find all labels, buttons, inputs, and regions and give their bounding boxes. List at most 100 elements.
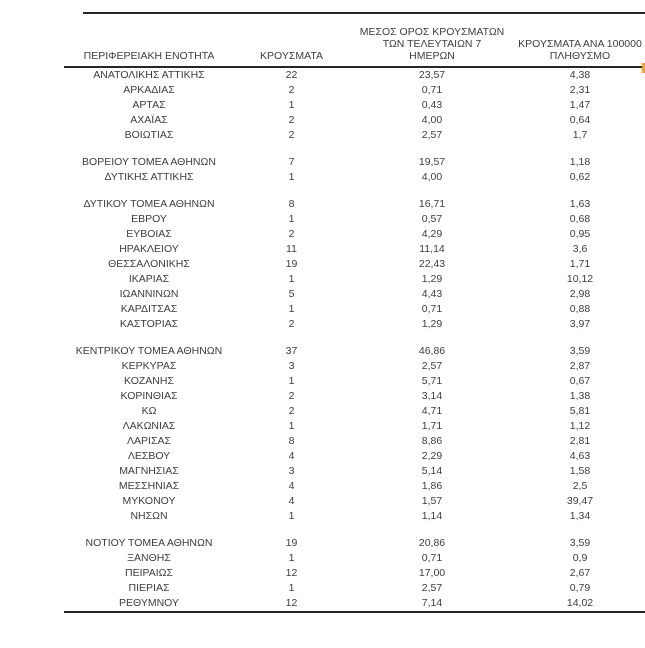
table-row: ΛΑΡΙΣΑΣ 8 8,86 2,81 xyxy=(64,434,645,449)
cases-cell: 3 xyxy=(288,360,295,372)
table-row: ΡΕΘΥΜΝΟΥ 12 7,14 14,02 xyxy=(64,596,645,613)
cases-cell: 3 xyxy=(288,465,295,477)
cases-cell: 1 xyxy=(288,99,295,111)
region-cell: ΚΟΖΑΝΗΣ xyxy=(124,375,174,387)
per100k-cell: 2,98 xyxy=(569,288,591,300)
cases-cell: 1 xyxy=(288,552,295,564)
table-row: ΜΥΚΟΝΟΥ 4 1,57 39,47 xyxy=(64,494,645,509)
cases-cell: 2 xyxy=(288,390,295,402)
cases-cell: 12 xyxy=(285,567,298,579)
cases-cell: 37 xyxy=(285,345,298,357)
region-cell: ΚΟΡΙΝΘΙΑΣ xyxy=(120,390,178,402)
per100k-cell: 0,95 xyxy=(569,228,591,240)
avg7-cell: 0,43 xyxy=(421,99,443,111)
per100k-cell: 1,7 xyxy=(572,129,588,141)
region-cell: ΝΗΣΩΝ xyxy=(130,510,168,522)
avg7-cell: 0,71 xyxy=(421,552,443,564)
per100k-cell: 1,63 xyxy=(569,198,591,210)
column-header-region-label: ΠΕΡΙΦΕΡΕΙΑΚΗ ΕΝΟΤΗΤΑ xyxy=(83,50,215,62)
table-row: ΚΕΡΚΥΡΑΣ 3 2,57 2,87 xyxy=(64,359,645,374)
spacer-cell xyxy=(349,143,515,155)
column-header-per100k-line1: ΚΡΟΥΣΜΑΤΑ ΑΝΑ 100000 xyxy=(518,38,642,50)
table-row: ΒΟΡΕΙΟΥ ΤΟΜΕΑ ΑΘΗΝΩΝ 7 19,57 1,18 xyxy=(64,155,645,170)
region-cell: ΙΩΑΝΝΙΝΩΝ xyxy=(119,288,179,300)
per100k-cell: 1,18 xyxy=(569,156,591,168)
avg7-cell: 4,43 xyxy=(421,288,443,300)
table-row: ΙΩΑΝΝΙΝΩΝ 5 4,43 2,98 xyxy=(64,287,645,302)
table-row: ΗΡΑΚΛΕΙΟΥ 11 11,14 3,6 xyxy=(64,242,645,257)
avg7-cell: 46,86 xyxy=(418,345,446,357)
column-header-per100k: ΚΡΟΥΣΜΑΤΑ ΑΝΑ 100000 ΠΛΗΘΥΣΜΟ xyxy=(515,14,645,68)
region-cell: ΞΑΝΘΗΣ xyxy=(127,552,171,564)
region-cell: ΕΥΒΟΙΑΣ xyxy=(126,228,172,240)
avg7-cell: 22,43 xyxy=(418,258,446,270)
per100k-cell: 3,59 xyxy=(569,345,591,357)
avg7-cell: 23,57 xyxy=(418,69,446,81)
table-row: ΚΟΡΙΝΘΙΑΣ 2 3,14 1,38 xyxy=(64,389,645,404)
avg7-cell: 4,00 xyxy=(421,114,443,126)
table-row: ΚΩ 2 4,71 5,81 xyxy=(64,404,645,419)
avg7-cell: 0,71 xyxy=(421,303,443,315)
group-spacer-row xyxy=(64,185,645,197)
table-row: ΜΑΓΝΗΣΙΑΣ 3 5,14 1,58 xyxy=(64,464,645,479)
table-row: ΕΒΡΟΥ 1 0,57 0,68 xyxy=(64,212,645,227)
cases-cell: 5 xyxy=(288,288,295,300)
per100k-cell: 2,87 xyxy=(569,360,591,372)
avg7-cell: 19,57 xyxy=(418,156,446,168)
region-cell: ΡΕΘΥΜΝΟΥ xyxy=(64,596,234,613)
avg7-cell: 4,29 xyxy=(421,228,443,240)
per100k-cell: 0,68 xyxy=(569,213,591,225)
per100k-cell: 0,62 xyxy=(569,171,591,183)
per100k-cell: 1,47 xyxy=(569,99,591,111)
cases-cell: 19 xyxy=(285,537,298,549)
region-cell: ΚΑΡΔΙΤΣΑΣ xyxy=(120,303,178,315)
cases-cell: 1 xyxy=(288,582,295,594)
per100k-cell: 0,64 xyxy=(569,114,591,126)
cases-cell: 22 xyxy=(285,69,298,81)
per100k-cell: 0,9 xyxy=(572,552,588,564)
cases-cell: 2 xyxy=(288,84,295,96)
spacer-cell xyxy=(515,524,645,536)
avg7-cell: 0,57 xyxy=(421,213,443,225)
region-cell: ΒΟΙΩΤΙΑΣ xyxy=(124,129,174,141)
table-header: ΠΕΡΙΦΕΡΕΙΑΚΗ ΕΝΟΤΗΤΑ ΚΡΟΥΣΜΑΤΑ ΜΕΣΟΣ ΟΡΟ… xyxy=(64,14,645,68)
region-cell: ΕΒΡΟΥ xyxy=(131,213,167,225)
cases-cell: 4 xyxy=(288,480,295,492)
avg7-cell: 20,86 xyxy=(418,537,446,549)
region-cell: ΔΥΤΙΚΟΥ ΤΟΜΕΑ ΑΘΗΝΩΝ xyxy=(83,198,215,210)
group-spacer-row xyxy=(64,524,645,536)
table-row: ΚΟΖΑΝΗΣ 1 5,71 0,67 xyxy=(64,374,645,389)
region-cell: ΑΡΤΑΣ xyxy=(132,99,166,111)
cases-cell: 2 xyxy=(288,228,295,240)
cases-cell: 2 xyxy=(288,405,295,417)
avg7-cell: 1,29 xyxy=(421,273,443,285)
avg7-cell: 8,86 xyxy=(421,435,443,447)
per100k-cell: 2,67 xyxy=(569,567,591,579)
avg7-cell: 1,71 xyxy=(421,420,443,432)
avg7-cell: 1,14 xyxy=(421,510,443,522)
spacer-cell xyxy=(349,332,515,344)
per100k-cell: 2,81 xyxy=(569,435,591,447)
spacer-cell xyxy=(234,185,349,197)
region-cell: ΜΕΣΣΗΝΙΑΣ xyxy=(118,480,180,492)
avg7-cell: 17,00 xyxy=(418,567,446,579)
region-cell: ΠΙΕΡΙΑΣ xyxy=(128,582,170,594)
cases-cell: 2 xyxy=(288,129,295,141)
avg7-cell: 2,57 xyxy=(421,129,443,141)
per100k-cell: 3,6 xyxy=(572,243,588,255)
region-cell: ΑΧΑΪΑΣ xyxy=(130,114,168,126)
table-row: ΝΟΤΙΟΥ ΤΟΜΕΑ ΑΘΗΝΩΝ 19 20,86 3,59 xyxy=(64,536,645,551)
per100k-cell: 5,81 xyxy=(569,405,591,417)
table-row: ΠΕΙΡΑΙΩΣ 12 17,00 2,67 xyxy=(64,566,645,581)
column-header-per100k-line2: ΠΛΗΘΥΣΜΟ xyxy=(549,50,611,62)
table-row: ΑΧΑΪΑΣ 2 4,00 0,64 xyxy=(64,113,645,128)
per100k-cell: 14,02 xyxy=(515,596,645,613)
region-cell: ΛΑΚΩΝΙΑΣ xyxy=(122,420,176,432)
per100k-cell: 1,58 xyxy=(569,465,591,477)
table-row: ΠΙΕΡΙΑΣ 1 2,57 0,79 xyxy=(64,581,645,596)
table-row: ΔΥΤΙΚΗΣ ΑΤΤΙΚΗΣ 1 4,00 0,62 xyxy=(64,170,645,185)
per100k-cell: 4,63 xyxy=(569,450,591,462)
per100k-cell: 3,97 xyxy=(569,318,591,330)
cases-cell: 7 xyxy=(288,156,295,168)
